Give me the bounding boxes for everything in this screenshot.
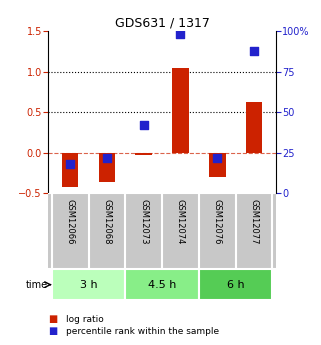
- Point: [251, 48, 256, 53]
- Text: GSM12077: GSM12077: [249, 199, 258, 245]
- Text: 6 h: 6 h: [227, 280, 244, 289]
- Bar: [52, 269, 125, 300]
- Text: percentile rank within the sample: percentile rank within the sample: [66, 327, 219, 336]
- Text: ■: ■: [48, 314, 57, 324]
- Text: GSM12074: GSM12074: [176, 199, 185, 245]
- Text: GSM12073: GSM12073: [139, 199, 148, 245]
- Point: [68, 161, 73, 167]
- Text: 4.5 h: 4.5 h: [148, 280, 176, 289]
- Text: 3 h: 3 h: [80, 280, 97, 289]
- Bar: [135, 152, 152, 155]
- Bar: [172, 68, 189, 152]
- Bar: [246, 101, 262, 152]
- Text: log ratio: log ratio: [66, 315, 104, 324]
- Bar: [125, 269, 199, 300]
- Bar: [62, 152, 78, 187]
- Point: [215, 155, 220, 160]
- Point: [178, 31, 183, 37]
- Point: [104, 155, 109, 160]
- Text: GSM12066: GSM12066: [66, 199, 75, 245]
- Text: GSM12076: GSM12076: [213, 199, 222, 245]
- Point: [141, 122, 146, 128]
- Bar: [209, 152, 226, 177]
- Bar: [99, 152, 115, 182]
- Text: GSM12068: GSM12068: [102, 199, 111, 245]
- Title: GDS631 / 1317: GDS631 / 1317: [115, 17, 210, 30]
- Text: time: time: [25, 280, 48, 289]
- Bar: [199, 269, 273, 300]
- Text: ■: ■: [48, 326, 57, 336]
